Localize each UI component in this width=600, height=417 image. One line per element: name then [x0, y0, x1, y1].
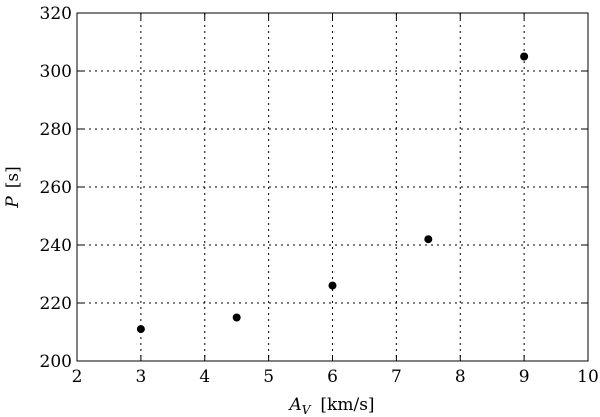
y-tick-label: 220 — [40, 294, 72, 314]
point — [136, 325, 145, 334]
x-tick-label: 8 — [455, 367, 466, 387]
x-tick-label: 10 — [577, 367, 599, 387]
point — [520, 52, 529, 61]
x-tick-label: 2 — [72, 367, 83, 387]
x-label-subscript: V — [302, 403, 312, 417]
x-tick-label: 3 — [135, 367, 146, 387]
point — [328, 281, 337, 290]
plot-frame — [76, 12, 589, 362]
y-label-unit: [s] — [3, 166, 23, 188]
y-tick-label: 240 — [40, 236, 72, 256]
x-tick-label: 9 — [519, 367, 530, 387]
x-tick-label: 7 — [391, 367, 402, 387]
x-label-symbol: A — [287, 395, 301, 415]
y-tick-label: 260 — [40, 178, 72, 198]
y-label-symbol: P — [3, 196, 23, 209]
y-tick-label: 300 — [40, 62, 72, 82]
x-axis-label: AV [km/s] — [287, 395, 374, 417]
y-axis-label: P [s] — [3, 166, 23, 208]
point — [424, 235, 433, 244]
x-label-unit: [km/s] — [320, 395, 374, 415]
y-tick-label: 200 — [40, 352, 72, 372]
point — [232, 313, 241, 322]
x-tick-label: 6 — [327, 367, 338, 387]
x-tick-label: 5 — [263, 367, 274, 387]
y-tick-label: 320 — [40, 4, 72, 24]
x-tick-label: 4 — [199, 367, 210, 387]
y-tick-label: 280 — [40, 120, 72, 140]
